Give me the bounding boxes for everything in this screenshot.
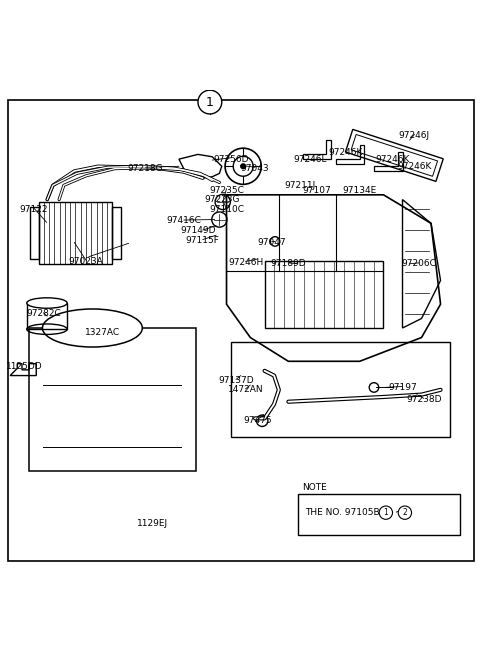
Circle shape [198, 90, 222, 114]
Text: 97246K: 97246K [376, 155, 410, 163]
Ellipse shape [27, 298, 67, 308]
Bar [298, 495, 459, 535]
Text: 1472AN: 1472AN [228, 385, 264, 394]
Circle shape [241, 164, 246, 169]
Text: 1: 1 [384, 508, 388, 517]
Text: 1: 1 [206, 96, 214, 108]
Bar [231, 342, 450, 438]
Ellipse shape [42, 309, 143, 347]
Text: 97023A: 97023A [69, 257, 104, 266]
Text: 97475: 97475 [243, 417, 272, 425]
Circle shape [398, 506, 411, 520]
Circle shape [379, 506, 393, 520]
Text: 1125DD: 1125DD [6, 361, 43, 371]
Text: 97223G: 97223G [204, 195, 240, 204]
Text: 97047: 97047 [257, 238, 286, 247]
Bar [264, 261, 384, 328]
Text: 1327AC: 1327AC [85, 328, 120, 337]
Text: 97110C: 97110C [209, 205, 244, 214]
Bar [38, 202, 112, 264]
Text: 97107: 97107 [302, 186, 331, 195]
Text: 97238D: 97238D [406, 395, 442, 404]
Text: 97235C: 97235C [209, 186, 244, 195]
Text: 97115F: 97115F [186, 236, 220, 245]
Text: THE NO. 97105B :: THE NO. 97105B : [305, 508, 388, 517]
Text: 97206C: 97206C [402, 259, 437, 268]
Bar [27, 303, 67, 329]
Text: 97246J: 97246J [399, 131, 430, 140]
Text: 97246K: 97246K [397, 162, 432, 171]
Text: 97137D: 97137D [218, 376, 254, 385]
Text: 97246K: 97246K [328, 148, 362, 157]
Text: 97211J: 97211J [285, 181, 316, 190]
Text: 97134E: 97134E [343, 186, 377, 195]
Bar [29, 328, 195, 471]
Text: 97218G: 97218G [128, 164, 164, 173]
Text: 97282C: 97282C [26, 309, 61, 318]
Text: 97416C: 97416C [166, 216, 201, 226]
Text: ~: ~ [396, 508, 404, 518]
Bar [30, 207, 38, 259]
Text: 97256D: 97256D [214, 155, 249, 163]
Bar [112, 207, 121, 259]
Text: 97246L: 97246L [293, 155, 326, 163]
Text: 97122: 97122 [20, 205, 48, 214]
Text: 1129EJ: 1129EJ [137, 520, 168, 529]
Text: 97189D: 97189D [271, 259, 306, 268]
Text: NOTE: NOTE [302, 483, 327, 492]
Text: 97043: 97043 [241, 164, 269, 173]
Text: 97149D: 97149D [180, 226, 216, 235]
Text: 2: 2 [403, 508, 407, 517]
Text: 97246H: 97246H [228, 258, 263, 267]
Text: 97197: 97197 [388, 383, 417, 392]
